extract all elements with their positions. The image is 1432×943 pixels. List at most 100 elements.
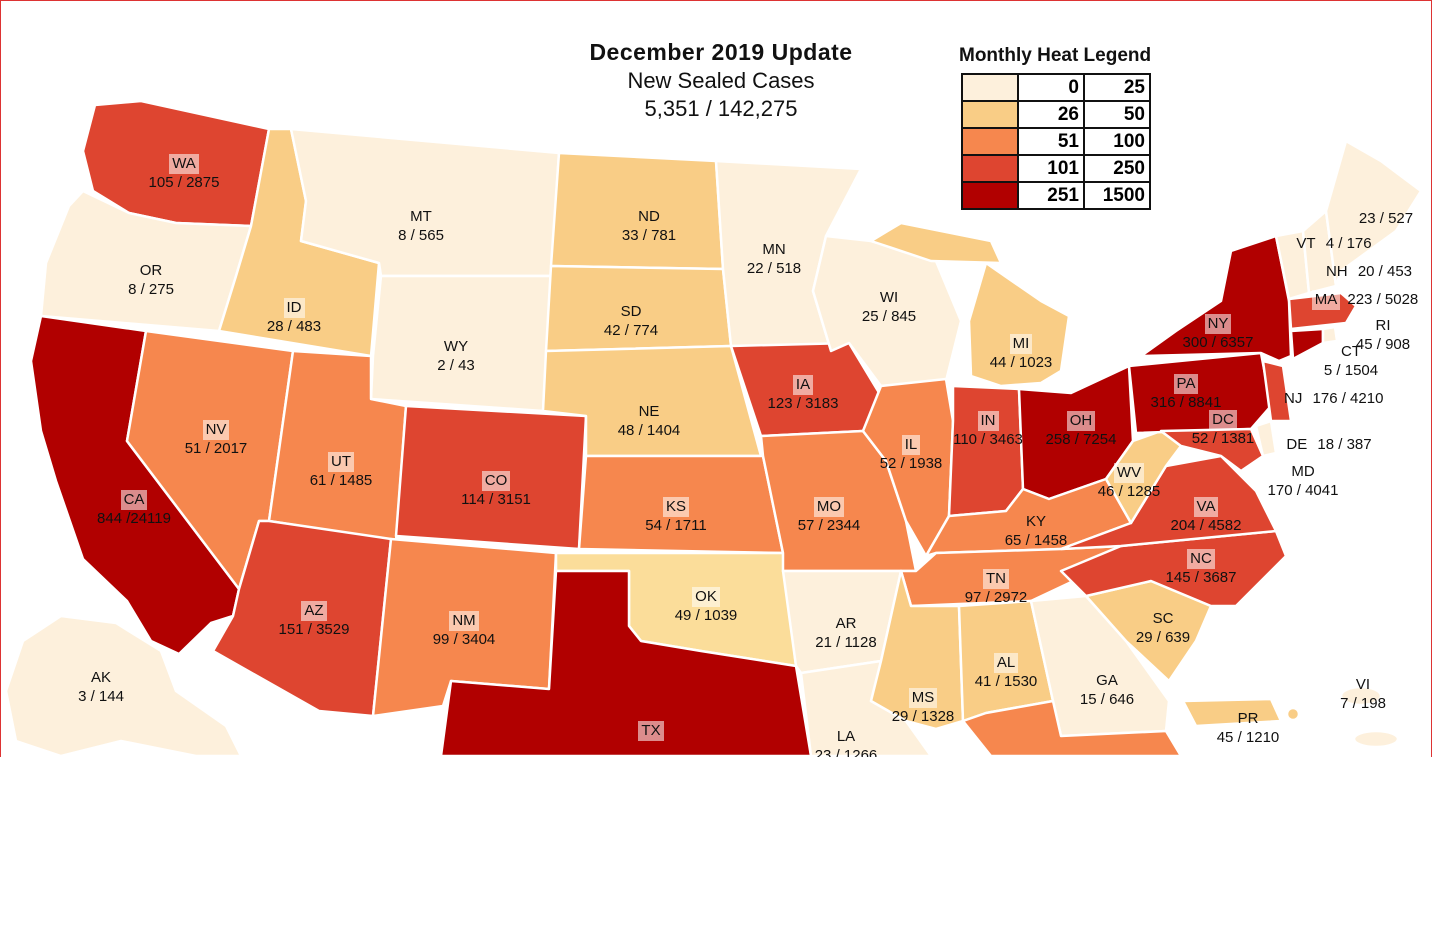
label-sd: SD 42 / 774 — [581, 302, 681, 340]
state-abbr: NE — [638, 403, 660, 420]
state-mi — [967, 261, 1071, 388]
legend-row: 251 1500 — [961, 181, 1151, 210]
label-nj: NJ 176 / 4210 — [1281, 389, 1383, 409]
state-value: 41 / 1530 — [974, 673, 1038, 690]
state-value: 46 / 1285 — [1097, 483, 1161, 500]
state-abbr: DC — [1209, 410, 1237, 430]
state-abbr: SC — [1152, 610, 1174, 627]
label-ks: KS 54 / 1711 — [626, 497, 726, 535]
label-wi: WI 25 / 845 — [839, 288, 939, 326]
label-ar: AR 21 / 1128 — [796, 614, 896, 652]
state-abbr: DE — [1283, 435, 1311, 455]
label-ga: GA 15 / 646 — [1057, 671, 1157, 709]
state-value: 28 / 483 — [266, 318, 322, 335]
state-value: 114 / 3151 — [461, 491, 531, 508]
state-value: 44 / 1023 — [989, 354, 1053, 371]
state-value: 23 / 527 — [1358, 210, 1414, 227]
legend-high: 25 — [1083, 73, 1151, 102]
label-pa: PA 316 / 8841 — [1131, 374, 1241, 412]
label-dc: DC 52 / 1381 — [1183, 410, 1263, 448]
legend-high: 50 — [1083, 100, 1151, 129]
state-abbr: MD — [1291, 463, 1315, 480]
state-mi-up — [869, 221, 1003, 265]
legend-row: 51 100 — [961, 127, 1151, 156]
state-abbr: WV — [1113, 463, 1145, 483]
label-ny: NY 300 / 6357 — [1163, 314, 1273, 352]
label-mi: MI 44 / 1023 — [971, 334, 1071, 372]
legend-low: 26 — [1017, 100, 1085, 129]
state-abbr: UT — [328, 452, 354, 472]
legend-high: 100 — [1083, 127, 1151, 156]
state-value: 99 / 3404 — [432, 631, 496, 648]
state-abbr: CA — [120, 490, 148, 510]
state-abbr: WI — [879, 289, 899, 306]
state-value: 145 / 3687 — [1165, 569, 1237, 586]
state-value: 110 / 3463 — [953, 431, 1023, 448]
label-ca: CA 844 /24119 — [69, 490, 199, 528]
label-pr: PR 45 / 1210 — [1198, 709, 1298, 747]
label-ne: NE 48 / 1404 — [599, 402, 699, 440]
state-abbr: SD — [620, 303, 642, 320]
state-abbr: MA — [1311, 290, 1341, 310]
state-abbr: NH — [1325, 263, 1348, 280]
state-value: 52 / 1938 — [879, 455, 943, 472]
legend-swatch — [961, 154, 1019, 183]
state-abbr: MO — [813, 497, 845, 517]
state-vi-1 — [1339, 685, 1383, 707]
label-ct: CT 5 / 1504 — [1301, 342, 1401, 380]
state-abbr: VT — [1296, 235, 1316, 252]
state-pr — [1181, 697, 1283, 728]
state-abbr: KS — [662, 497, 689, 517]
state-ri — [1321, 325, 1339, 345]
label-wa: WA 105 / 2875 — [109, 154, 259, 192]
state-abbr: KY — [1025, 513, 1046, 530]
state-value: 316 / 8841 — [1150, 394, 1222, 411]
state-value: 45 / 908 — [1355, 336, 1411, 353]
label-nd: ND 33 / 781 — [599, 207, 699, 245]
label-wv: WV 46 / 1285 — [1079, 463, 1179, 501]
state-md — [1159, 427, 1265, 473]
state-abbr: OR — [139, 262, 163, 279]
state-abbr: CO — [481, 471, 511, 491]
state-value: 23 / 1266 — [814, 747, 878, 757]
label-mo: MO 57 / 2344 — [779, 497, 879, 535]
legend-high: 250 — [1083, 154, 1151, 183]
label-ms: MS 29 / 1328 — [873, 688, 973, 726]
legend-low: 251 — [1017, 181, 1085, 210]
state-abbr: TN — [983, 569, 1009, 589]
state-value: 97 / 2972 — [964, 589, 1028, 606]
label-il: IL 52 / 1938 — [861, 435, 961, 473]
legend-low: 0 — [1017, 73, 1085, 102]
state-abbr: AR — [835, 615, 857, 632]
label-nm: NM 99 / 3404 — [414, 611, 514, 649]
map-totals: 5,351 / 142,275 — [644, 96, 798, 121]
label-nc: NC 145 / 3687 — [1146, 549, 1256, 587]
state-value: 29 / 1328 — [891, 708, 955, 725]
legend-low: 101 — [1017, 154, 1085, 183]
label-me: 23 / 527 — [1346, 210, 1426, 228]
label-la: LA 23 / 1266 — [796, 727, 896, 757]
state-fl — [961, 699, 1183, 757]
label-mn: MN 22 / 518 — [724, 240, 824, 278]
state-abbr: IA — [792, 375, 814, 395]
state-value: 25 / 845 — [861, 308, 917, 325]
state-value: 151 / 3529 — [278, 621, 350, 638]
state-abbr: MN — [762, 241, 786, 258]
state-abbr: NV — [202, 420, 230, 440]
state-abbr: AZ — [301, 601, 327, 621]
legend-swatch — [961, 100, 1019, 129]
state-value: 844 /24119 — [97, 510, 171, 527]
title-block: December 2019 Update New Sealed Cases 5,… — [501, 39, 941, 122]
state-nj — [1261, 359, 1293, 423]
state-value: 170 / 4041 — [1267, 482, 1339, 499]
label-ia: IA 123 / 3183 — [753, 375, 853, 413]
state-abbr: WA — [169, 154, 199, 174]
state-abbr: IL — [901, 435, 921, 455]
state-value: 52 / 1381 — [1191, 430, 1255, 447]
state-value: 223 / 5028 — [1347, 291, 1419, 308]
state-abbr: PR — [1237, 710, 1259, 727]
state-abbr: TX — [638, 721, 664, 741]
state-abbr: MS — [908, 688, 938, 708]
state-abbr: WY — [443, 338, 469, 355]
state-value: 42 / 774 — [603, 322, 659, 339]
